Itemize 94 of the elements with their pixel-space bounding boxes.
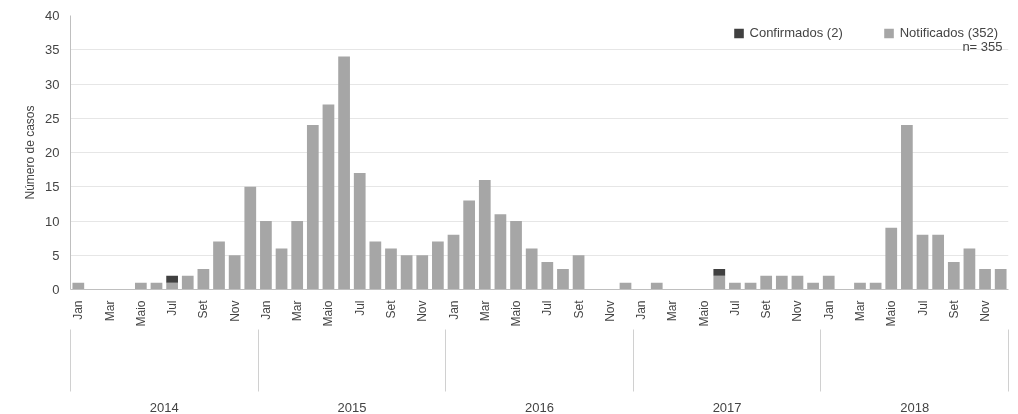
bar	[854, 282, 866, 290]
x-tick-label: Jan	[634, 300, 649, 320]
x-tick-label: Jul	[165, 300, 180, 316]
x-tick-label: Mar	[852, 300, 867, 322]
bar	[916, 234, 929, 290]
bar	[72, 282, 85, 290]
x-tick-label: Nov	[978, 300, 993, 322]
bar	[901, 125, 913, 290]
text: 2015	[337, 399, 367, 414]
bar	[306, 125, 319, 290]
bar	[197, 268, 210, 290]
bar	[385, 248, 397, 290]
bar	[979, 268, 991, 290]
bar	[400, 255, 413, 290]
y-tick-label: 25	[45, 110, 60, 126]
x-tick-label: Set	[571, 299, 586, 319]
bar	[478, 179, 491, 290]
y-tick-label: 0	[52, 282, 60, 297]
bar	[650, 282, 663, 290]
bar	[338, 56, 350, 290]
bar	[134, 282, 147, 290]
bar	[260, 221, 272, 290]
x-tick-label: Maio	[884, 300, 899, 327]
y-tick-label: 20	[45, 145, 60, 160]
x-tick-label: Set	[196, 299, 211, 319]
bar	[213, 241, 225, 290]
x-tick-label: Nov	[790, 300, 805, 322]
x-tick-label: Nov	[415, 300, 430, 322]
bar	[729, 282, 741, 290]
bar	[994, 268, 1007, 290]
bar	[244, 186, 257, 290]
y-tick-label: 40	[45, 8, 60, 23]
bar	[291, 221, 304, 290]
bar	[494, 214, 507, 290]
x-tick-label: Maio	[321, 300, 336, 327]
bar	[807, 282, 819, 290]
bar	[275, 248, 288, 290]
bar	[947, 262, 960, 290]
x-tick-label: Jul	[915, 300, 930, 316]
bar	[432, 241, 444, 290]
bar	[760, 275, 773, 290]
text: 2018	[900, 399, 930, 414]
x-tick-label: Jan	[71, 300, 86, 320]
bar	[166, 275, 178, 283]
x-tick-label: Jul	[540, 300, 555, 316]
y-tick-label: 30	[45, 76, 60, 92]
bar	[963, 248, 976, 290]
y-tick-label: 5	[52, 247, 60, 263]
x-tick-label: Mar	[102, 300, 117, 322]
x-tick-label: Jan	[258, 300, 273, 320]
bar	[416, 255, 429, 290]
x-tick-label: Maio	[696, 300, 711, 327]
bar	[447, 234, 460, 290]
x-tick-label: Jul	[352, 300, 367, 316]
x-tick-label: Jul	[727, 300, 742, 316]
x-tick-label: Set	[946, 299, 961, 319]
bar	[885, 227, 898, 290]
x-tick-label: Maio	[133, 300, 148, 327]
x-tick-label: Mar	[477, 300, 492, 322]
bar	[822, 275, 835, 290]
bar	[353, 173, 366, 290]
bar	[713, 268, 726, 276]
bar	[525, 248, 538, 290]
x-tick-label: Mar	[665, 300, 680, 322]
bar	[166, 282, 178, 290]
bar	[510, 221, 522, 290]
x-tick-label: Set	[383, 299, 398, 319]
bar	[572, 255, 585, 290]
bar	[181, 275, 194, 290]
bar	[322, 104, 335, 290]
text: 2016	[525, 399, 554, 414]
bar	[713, 275, 726, 290]
x-tick-label: Set	[759, 299, 774, 319]
bar	[369, 241, 382, 290]
y-tick-label: 35	[45, 42, 60, 58]
x-tick-label: Nov	[602, 300, 617, 322]
x-tick-label: Maio	[509, 300, 524, 327]
bar	[463, 200, 476, 290]
text: 2014	[149, 399, 179, 414]
y-tick-label: 15	[45, 179, 60, 195]
legend-label: Confirmados (2)	[749, 25, 843, 40]
x-tick-label: Nov	[227, 300, 242, 322]
bar	[775, 275, 788, 290]
y-axis-title: Número de casos	[23, 105, 38, 200]
bar	[557, 268, 569, 290]
bar	[541, 262, 554, 290]
y-tick-label: 10	[45, 213, 60, 229]
x-tick-label: Jan	[821, 300, 836, 320]
bar	[228, 255, 241, 290]
x-tick-label: Mar	[290, 300, 305, 322]
x-tick-label: Jan	[446, 300, 461, 320]
bar	[932, 234, 945, 290]
legend-label: Notificados (352)	[899, 25, 998, 40]
text: 2017	[712, 399, 742, 414]
